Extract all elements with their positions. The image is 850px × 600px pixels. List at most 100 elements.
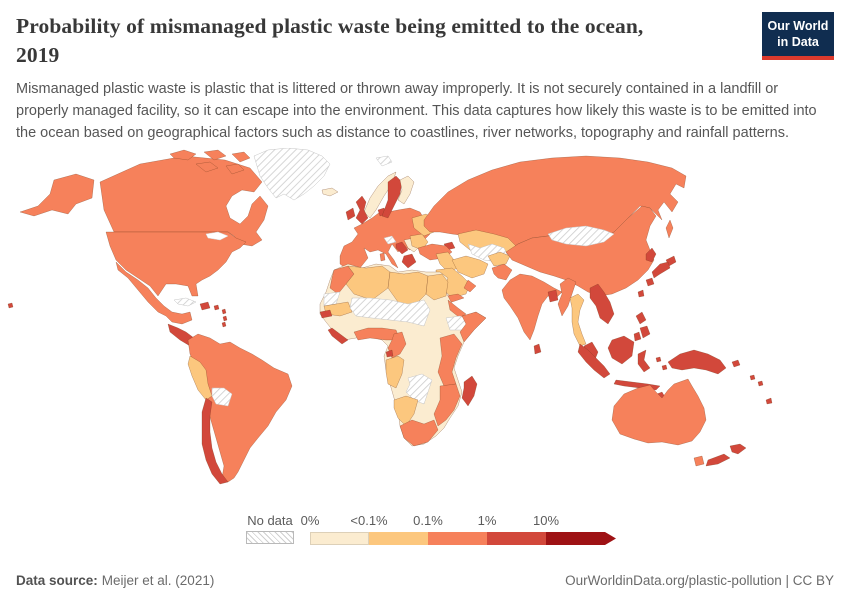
country-sweden[interactable] bbox=[381, 175, 403, 219]
country-peru[interactable] bbox=[187, 355, 213, 401]
owid-logo[interactable]: Our World in Data bbox=[762, 12, 834, 61]
country-somalia[interactable] bbox=[459, 311, 487, 343]
country-indonesia-sumatra[interactable] bbox=[577, 343, 611, 379]
country-philippines[interactable] bbox=[639, 325, 651, 339]
legend-no-data-label: No data bbox=[247, 513, 293, 528]
country-oman[interactable] bbox=[463, 279, 477, 293]
country-mozambique[interactable] bbox=[433, 383, 461, 427]
legend-tick-label: 0% bbox=[300, 513, 320, 528]
country-indonesia-moluccas[interactable] bbox=[661, 364, 668, 371]
country-finland[interactable] bbox=[397, 175, 415, 205]
chart-footer: Data source: Meijer et al. (2021) OurWorl… bbox=[16, 573, 834, 588]
country-algeria[interactable] bbox=[345, 265, 391, 301]
country-tasmania[interactable] bbox=[693, 455, 705, 467]
country-ireland[interactable] bbox=[345, 207, 356, 221]
country-sri-lanka[interactable] bbox=[533, 343, 542, 355]
country-new-britain[interactable] bbox=[731, 359, 741, 368]
country-new-guinea[interactable] bbox=[667, 349, 727, 375]
country-antilles[interactable] bbox=[222, 315, 228, 322]
country-hawaii[interactable] bbox=[7, 302, 14, 309]
country-egypt[interactable] bbox=[425, 273, 449, 301]
country-equatorial-guinea[interactable] bbox=[385, 349, 394, 358]
country-madagascar[interactable] bbox=[461, 375, 478, 407]
country-corsica-sardinia[interactable] bbox=[379, 252, 386, 262]
country-antilles[interactable] bbox=[221, 308, 227, 315]
country-arctic-island[interactable] bbox=[169, 149, 197, 161]
legend-tick-label: 10% bbox=[532, 513, 560, 528]
country-afghanistan[interactable] bbox=[487, 251, 511, 267]
country-mexico[interactable] bbox=[115, 261, 193, 325]
legend-tick-label: <0.1% bbox=[350, 513, 388, 528]
country-new-zealand[interactable] bbox=[729, 443, 747, 455]
legend-bin-2[interactable] bbox=[428, 532, 487, 545]
data-source-value: Meijer et al. (2021) bbox=[101, 573, 215, 588]
country-indonesia-borneo[interactable] bbox=[607, 335, 635, 365]
owid-url-link[interactable]: OurWorldinData.org/plastic-pollution | C… bbox=[565, 573, 834, 588]
country-mongolia[interactable] bbox=[547, 225, 615, 247]
legend-tick-label: 0.1% bbox=[413, 513, 443, 528]
country-chile[interactable] bbox=[201, 397, 229, 485]
country-puerto-rico[interactable] bbox=[213, 304, 220, 311]
country-sakhalin[interactable] bbox=[665, 219, 674, 239]
region-sahel[interactable] bbox=[349, 297, 431, 327]
country-india[interactable] bbox=[501, 273, 563, 341]
footer-link[interactable]: OurWorldinData.org/plastic-pollution | C… bbox=[565, 573, 834, 588]
country-thailand[interactable] bbox=[569, 293, 587, 347]
country-indonesia-sulawesi[interactable] bbox=[637, 349, 651, 373]
legend-bin-1[interactable] bbox=[369, 532, 428, 545]
country-new-zealand[interactable] bbox=[705, 453, 731, 467]
country-vietnam-cambodia[interactable] bbox=[589, 283, 615, 325]
legend-tick-label: 1% bbox=[477, 513, 497, 528]
country-namibia-botswana[interactable] bbox=[393, 395, 419, 427]
legend-no-data[interactable]: No data bbox=[245, 513, 295, 544]
country-senegal[interactable] bbox=[319, 309, 333, 319]
country-iran[interactable] bbox=[451, 255, 489, 279]
country-myanmar[interactable] bbox=[557, 277, 577, 317]
chart-title: Probability of mismanaged plastic waste … bbox=[16, 14, 644, 68]
country-croatia[interactable] bbox=[395, 241, 409, 255]
country-svalbard[interactable] bbox=[375, 155, 393, 167]
country-arctic-island[interactable] bbox=[203, 149, 227, 161]
chart-header: Probability of mismanaged plastic waste … bbox=[16, 12, 834, 144]
country-indonesia-moluccas[interactable] bbox=[655, 356, 662, 363]
country-philippines[interactable] bbox=[635, 311, 647, 325]
country-antilles[interactable] bbox=[221, 321, 227, 328]
country-pakistan[interactable] bbox=[491, 263, 513, 281]
country-arctic-island[interactable] bbox=[225, 163, 245, 175]
country-usa[interactable] bbox=[105, 231, 247, 297]
country-cuba[interactable] bbox=[173, 297, 197, 307]
country-fiji[interactable] bbox=[765, 397, 773, 405]
country-uk[interactable] bbox=[355, 195, 369, 225]
country-taiwan[interactable] bbox=[637, 289, 645, 298]
legend-bin-0[interactable] bbox=[310, 532, 369, 545]
country-angola[interactable] bbox=[385, 355, 405, 389]
country-south-africa[interactable] bbox=[399, 419, 439, 447]
country-hispaniola[interactable] bbox=[199, 301, 211, 311]
owid-logo-line1: Our World bbox=[767, 19, 829, 33]
country-zambia-zimbabwe[interactable] bbox=[405, 373, 433, 405]
country-australia[interactable] bbox=[611, 378, 707, 446]
country-korea[interactable] bbox=[645, 247, 657, 263]
country-greenland[interactable] bbox=[253, 148, 331, 201]
country-solomon-islands[interactable] bbox=[749, 374, 756, 381]
legend-ticks: 0% <0.1% 0.1% 1% 10% bbox=[301, 513, 630, 530]
country-arctic-island[interactable] bbox=[231, 151, 251, 163]
legend-bin-3[interactable] bbox=[487, 532, 546, 545]
region-alps[interactable] bbox=[383, 235, 397, 245]
map-legend: No data 0% <0.1% 0.1% 1% 10% bbox=[0, 513, 850, 553]
country-philippines[interactable] bbox=[633, 331, 642, 342]
country-alaska[interactable] bbox=[19, 173, 95, 217]
country-bolivia[interactable] bbox=[211, 387, 233, 407]
country-sierra-leone-liberia[interactable] bbox=[327, 327, 349, 345]
legend-bin-4[interactable] bbox=[546, 532, 616, 545]
country-arctic-island[interactable] bbox=[195, 161, 219, 173]
country-iceland[interactable] bbox=[321, 187, 339, 197]
country-solomon-islands[interactable] bbox=[757, 380, 764, 387]
country-japan[interactable] bbox=[645, 277, 655, 287]
country-bangladesh[interactable] bbox=[547, 289, 559, 303]
legend-no-data-swatch[interactable] bbox=[246, 531, 294, 544]
country-japan[interactable] bbox=[651, 261, 671, 279]
country-greece[interactable] bbox=[401, 253, 417, 269]
country-kenya-tanzania[interactable] bbox=[437, 333, 463, 387]
